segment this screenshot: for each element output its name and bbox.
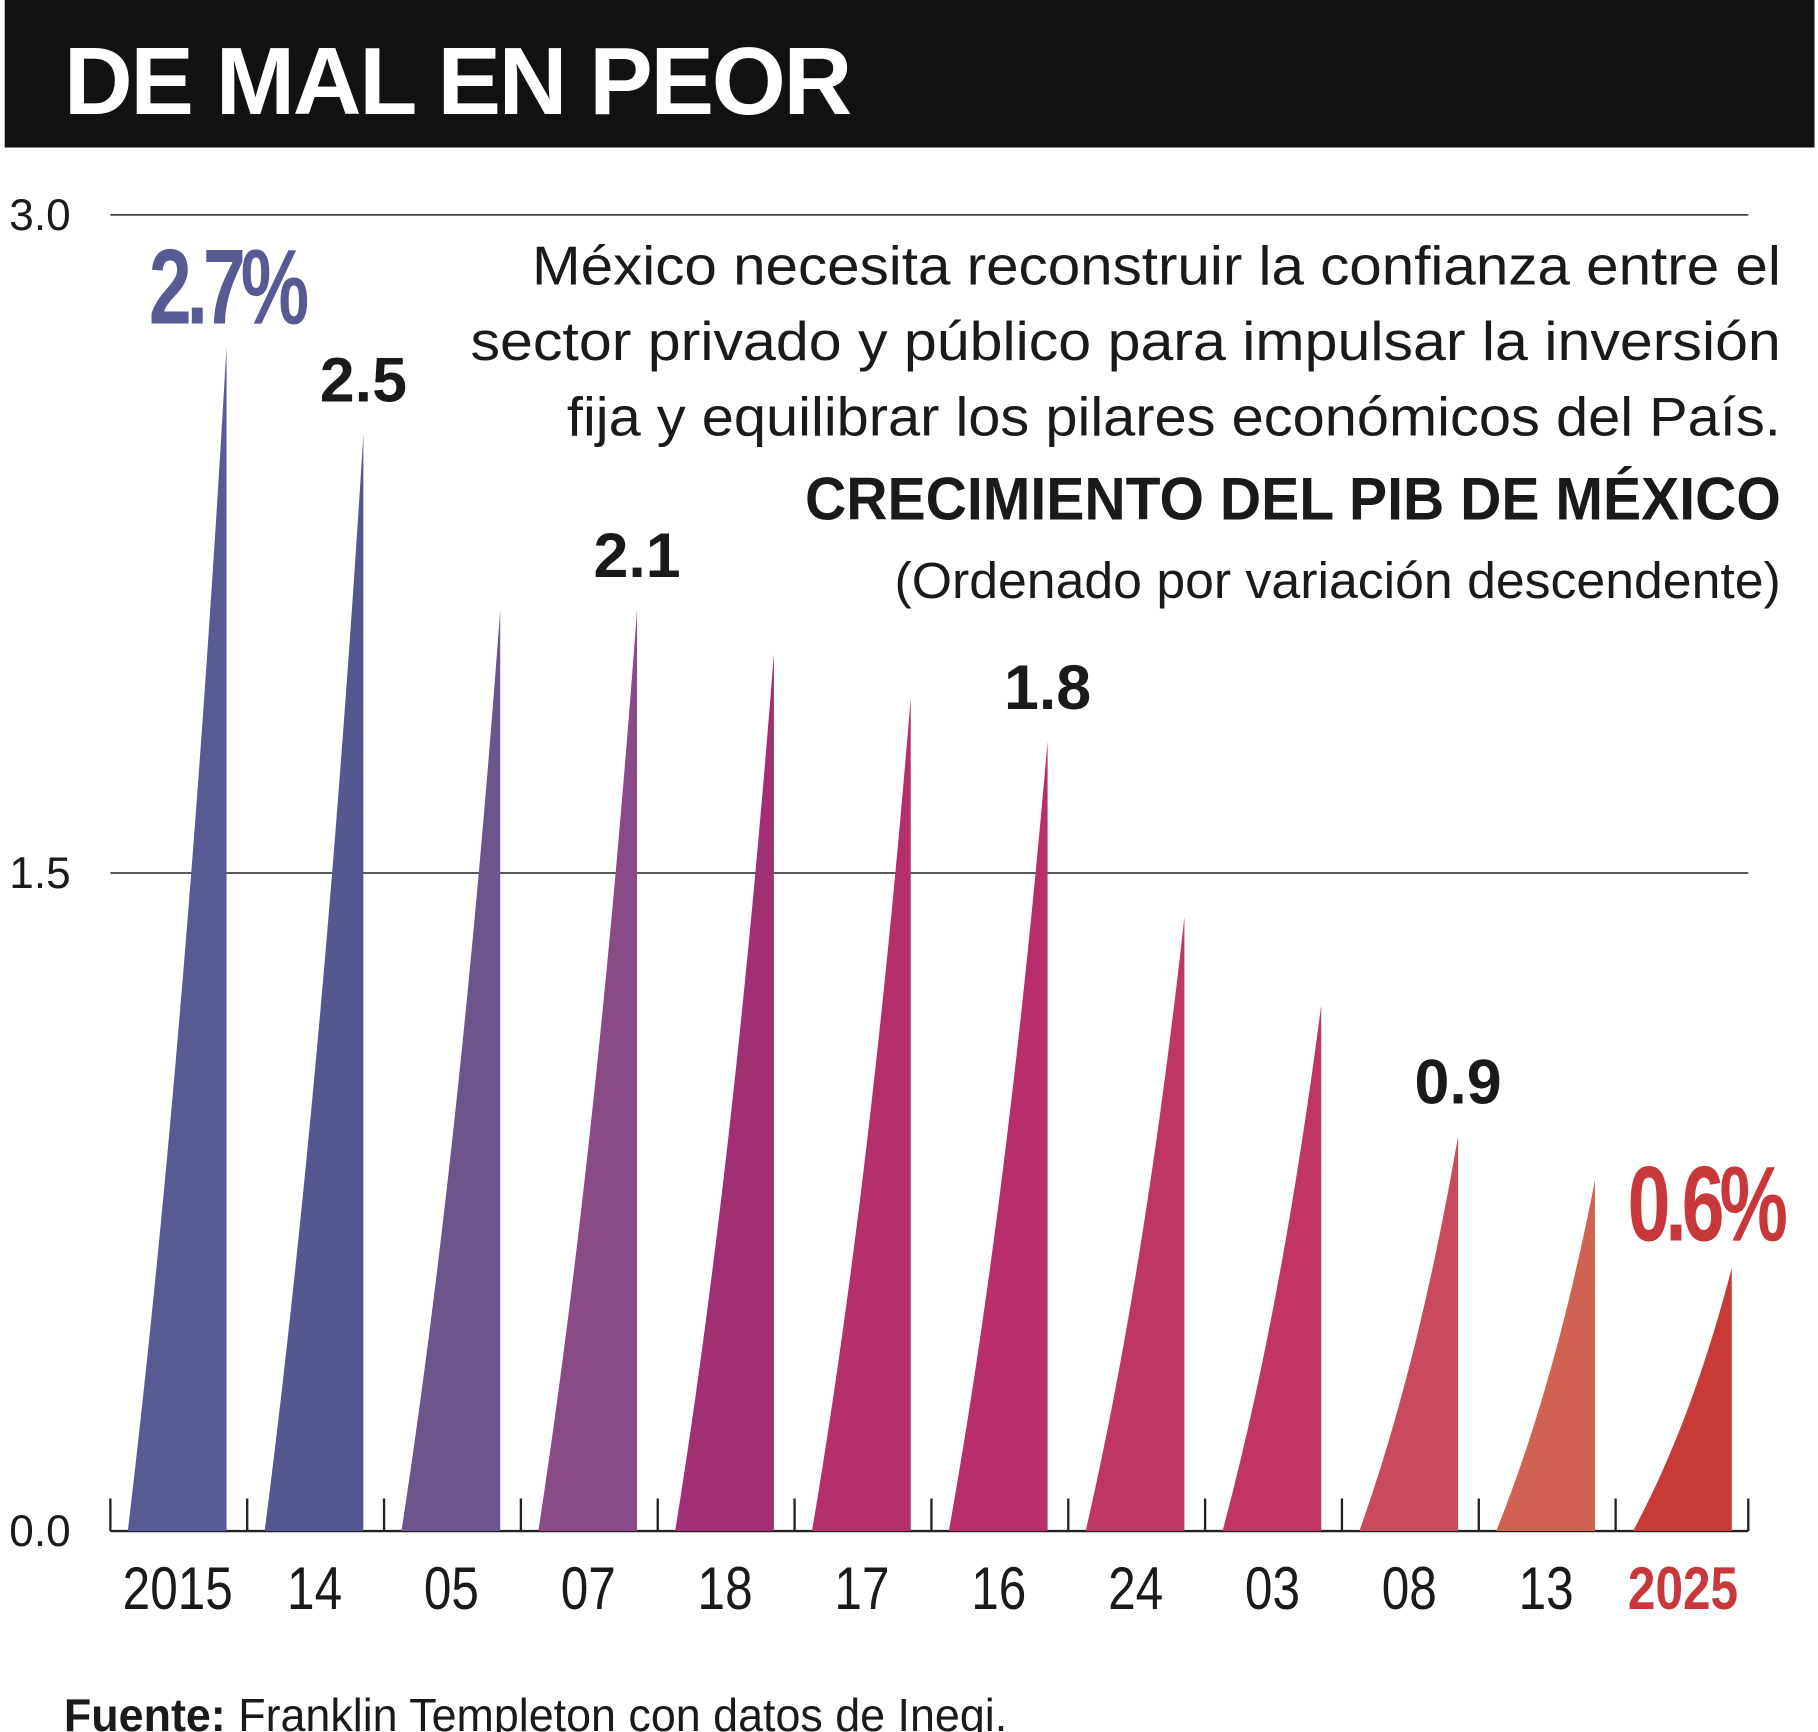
chart-title: CRECIMIENTO DEL PIB DE MÉXICO [805,464,1781,532]
x-tick-label: 05 [424,1554,479,1622]
bar [1633,1267,1732,1532]
x-tick-label: 08 [1382,1554,1437,1622]
chart-subtitle: (Ordenado por variación descendente) [894,552,1780,609]
header-bar [4,0,1815,148]
x-tick-label: 2015 [123,1554,233,1622]
x-tick-label: 16 [971,1554,1026,1622]
x-tick-label: 24 [1108,1554,1163,1622]
bar [401,609,501,1532]
description-line: sector privado y público para impulsar l… [470,311,1780,372]
bar [1085,916,1185,1532]
source-note: Fuente: Franklin Templeton con datos de … [64,1689,1007,1732]
description: México necesita reconstruir la confianza… [470,236,1780,448]
bar [1496,1180,1595,1532]
page-title: DE MAL EN PEOR [64,29,851,135]
data-label: 0.9 [1415,1048,1502,1118]
bar [264,434,364,1532]
data-label: 2.5 [320,346,407,416]
x-tick-label: 07 [561,1554,616,1622]
y-tick-label: 0.0 [9,1507,70,1556]
data-label: 0.6% [1628,1144,1787,1263]
y-tick-label: 1.5 [9,849,70,898]
x-tick-label: 13 [1519,1554,1574,1622]
description-line: México necesita reconstruir la confianza… [532,236,1781,297]
x-tick-label: 03 [1245,1554,1300,1622]
source-text: Franklin Templeton con datos de Inegi. [226,1689,1007,1732]
bar [538,609,638,1532]
bar [127,346,227,1532]
x-tick-label: 17 [834,1554,889,1622]
source-label: Fuente: [64,1689,226,1732]
x-tick-label: 2025 [1628,1554,1738,1622]
data-label: 2.1 [593,521,680,591]
bar [675,653,774,1532]
bar [948,741,1048,1532]
data-label: 1.8 [1004,653,1091,723]
description-line: fija y equilibrar los pilares económicos… [567,387,1781,448]
y-tick-label: 3.0 [9,191,70,240]
bar [1359,1136,1459,1532]
bar [1222,1004,1322,1532]
bar [812,697,911,1532]
x-tick-label: 14 [287,1554,342,1622]
data-label: 2.7% [149,227,308,346]
x-tick-label: 18 [698,1554,753,1622]
